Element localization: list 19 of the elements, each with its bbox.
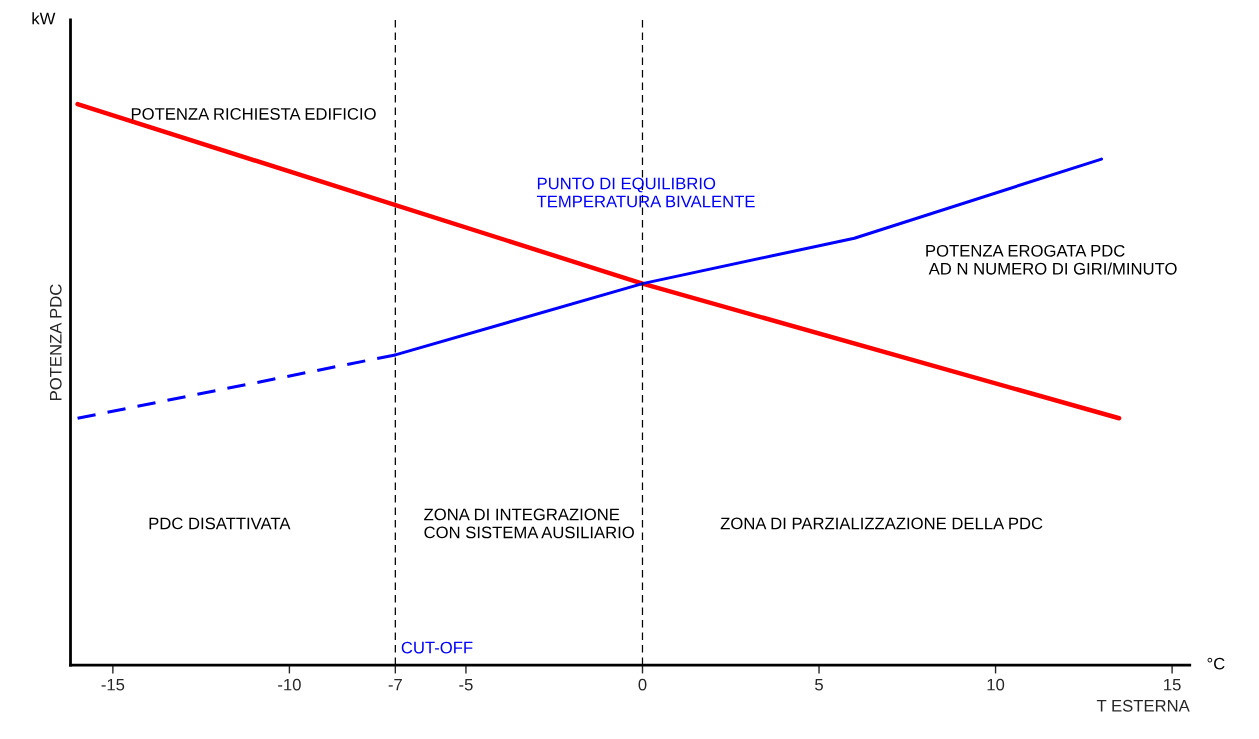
x-axis-title: T ESTERNA: [1096, 699, 1190, 712]
text: kW: [32, 12, 56, 25]
annotation: PUNTO DI EQUILIBRIO TEMPERATURA BIVALENTE: [536, 177, 755, 208]
series-label: POTENZA EROGATA PDC AD N NUMERO DI GIRI/MINUTO: [926, 244, 1177, 275]
x-tick-label: -10: [278, 678, 301, 691]
series-label: POTENZA RICHIESTA EDIFICIO: [131, 107, 376, 120]
annotation: PDC DISATTIVATA: [149, 517, 291, 530]
x-tick-label: -15: [101, 678, 125, 691]
ref-line-label: CUT-OFF: [401, 641, 473, 654]
x-tick-label: -7: [388, 678, 402, 691]
x-tick-label: 15: [1164, 678, 1181, 691]
text: °C: [1207, 657, 1225, 670]
x-tick-label: -5: [459, 678, 473, 691]
x-tick-label: 10: [987, 678, 1005, 691]
y-axis-title: POTENZA PDC: [49, 284, 62, 400]
annotation: ZONA DI PARZIALIZZAZIONE DELLA PDC: [720, 517, 1043, 530]
x-tick-label: 0: [638, 678, 647, 691]
x-tick-label: 5: [815, 678, 823, 691]
annotation: ZONA DI INTEGRAZIONE CON SISTEMA AUSILIARIO: [424, 508, 634, 539]
